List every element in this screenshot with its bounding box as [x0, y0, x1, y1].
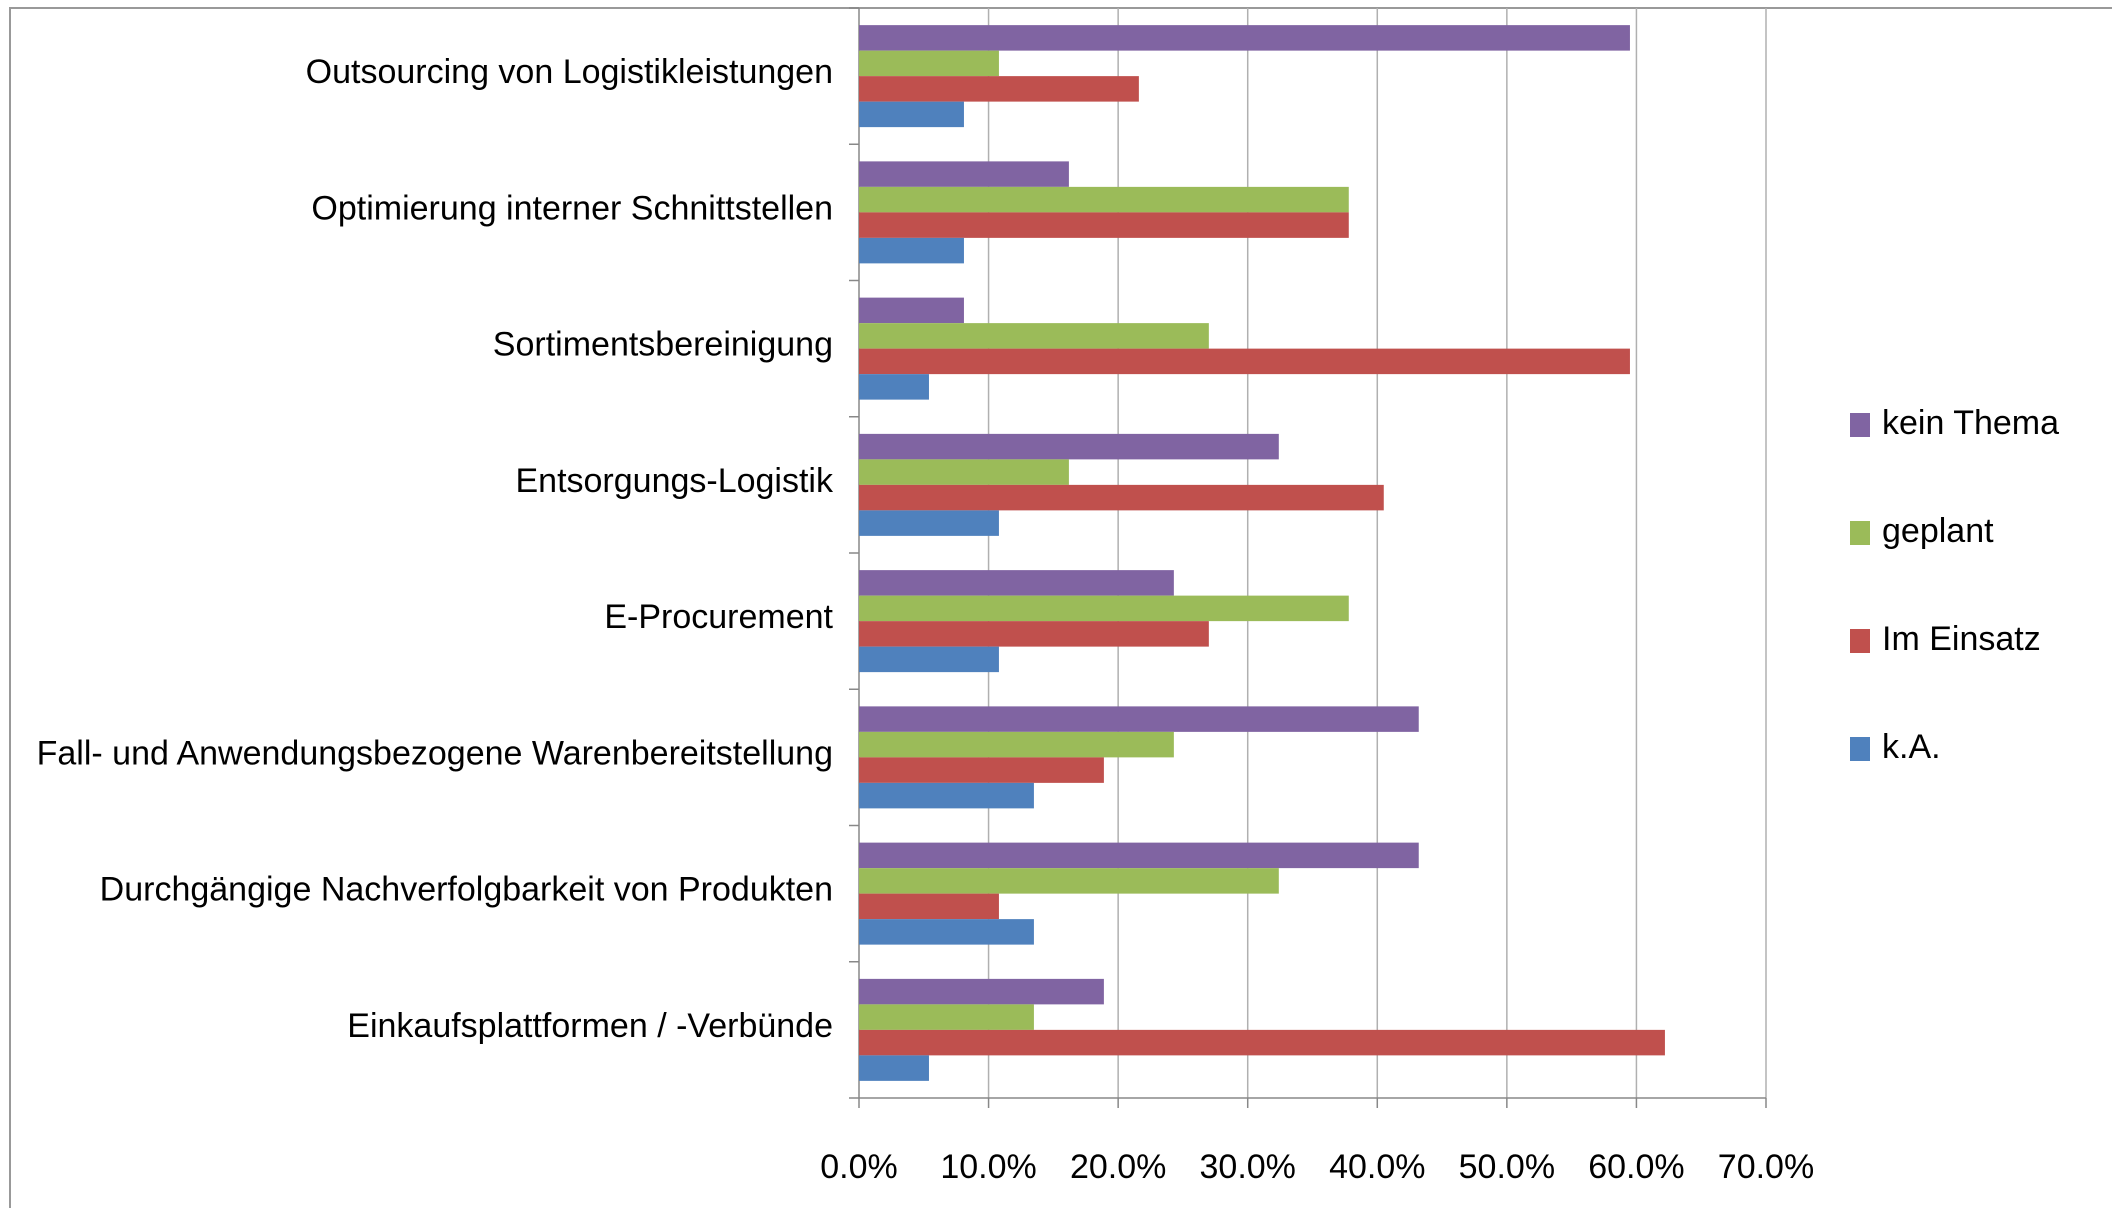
- y-tick-label: Einkaufsplattformen / -Verbünde: [347, 1007, 833, 1045]
- bar: [859, 842, 1419, 869]
- x-tick-label: 40.0%: [1329, 1148, 1425, 1186]
- bar: [859, 186, 1349, 213]
- x-tick-label: 60.0%: [1588, 1148, 1684, 1186]
- bar: [859, 757, 1104, 783]
- bar: [859, 978, 1104, 1005]
- bar: [859, 433, 1279, 460]
- bar: [859, 919, 1034, 945]
- y-tick-label: Optimierung interner Schnittstellen: [311, 189, 833, 227]
- bar: [859, 237, 964, 264]
- bar: [859, 1029, 1665, 1056]
- legend-label: geplant: [1882, 512, 1994, 550]
- y-tick-label: Fall- und Anwendungsbezogene Warenbereit…: [37, 734, 833, 772]
- bar: [859, 646, 999, 673]
- x-tick-label: 10.0%: [940, 1148, 1036, 1186]
- bar: [859, 50, 999, 77]
- bar: [859, 374, 929, 400]
- bar: [859, 323, 1209, 349]
- bar: [859, 595, 1349, 622]
- bar: [859, 76, 1139, 102]
- y-tick-label: E-Procurement: [604, 598, 833, 636]
- x-tick-label: 20.0%: [1070, 1148, 1166, 1186]
- bar: [859, 161, 1069, 187]
- bar: [859, 25, 1630, 51]
- x-tick-label: 0.0%: [820, 1148, 898, 1186]
- bar: [859, 621, 1209, 647]
- bar: [859, 484, 1384, 511]
- x-tick-label: 50.0%: [1459, 1148, 1555, 1186]
- bar: [859, 893, 999, 920]
- bar: [859, 782, 1034, 809]
- legend-label: kein Thema: [1882, 404, 2059, 442]
- x-tick-label: 70.0%: [1718, 1148, 1814, 1186]
- y-tick-label: Durchgängige Nachverfolgbarkeit von Prod…: [100, 871, 833, 909]
- legend-swatch: [1850, 413, 1870, 437]
- chart-frame: [9, 7, 2112, 1208]
- y-tick-label: Outsourcing von Logistikleistungen: [306, 53, 833, 91]
- bar: [859, 731, 1174, 758]
- legend-swatch: [1850, 521, 1870, 545]
- x-tick-label: 30.0%: [1200, 1148, 1296, 1186]
- y-tick-label: Sortimentsbereinigung: [493, 326, 833, 364]
- bar: [859, 868, 1279, 894]
- y-tick-label: Entsorgungs-Logistik: [515, 462, 834, 500]
- bar: [859, 212, 1349, 238]
- bar: [859, 101, 964, 128]
- bar: [859, 459, 1069, 485]
- bar: [859, 348, 1630, 375]
- bar: [859, 297, 964, 324]
- bar: [859, 1055, 929, 1081]
- bar: [859, 510, 999, 536]
- bar: [859, 570, 1174, 596]
- legend-swatch: [1850, 737, 1870, 761]
- legend-label: k.A.: [1882, 728, 1941, 766]
- legend-swatch: [1850, 629, 1870, 653]
- bar: [859, 706, 1419, 732]
- bar: [859, 1004, 1034, 1030]
- legend-label: Im Einsatz: [1882, 620, 2041, 658]
